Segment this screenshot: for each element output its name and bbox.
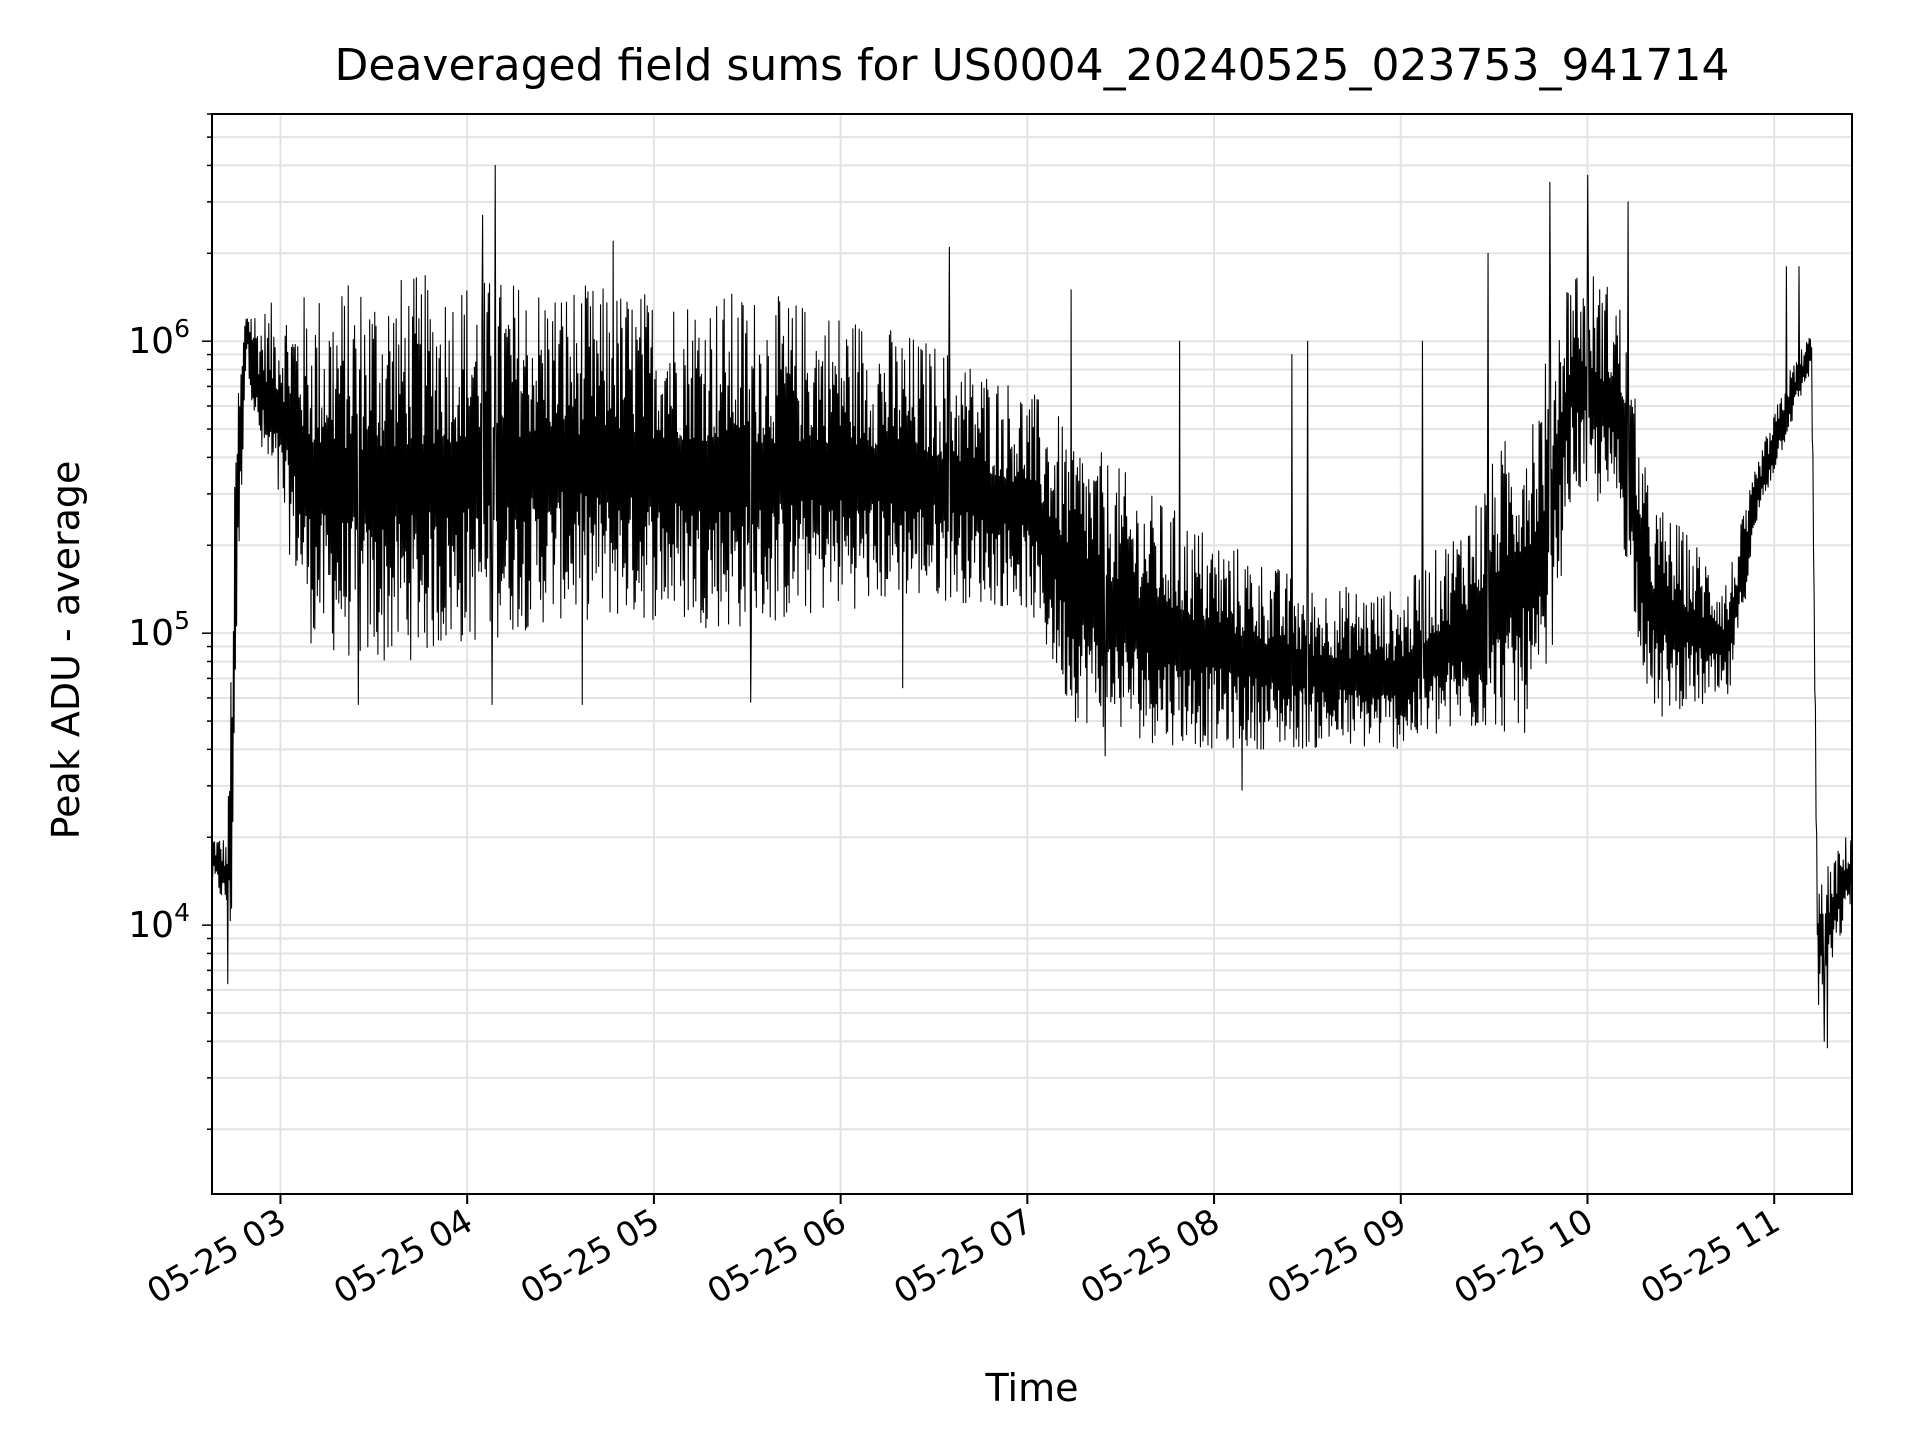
x-axis-label: Time: [985, 1366, 1079, 1410]
chart-title: Deaveraged field sums for US0004_2024052…: [334, 40, 1730, 91]
y-tick-label: 105: [128, 606, 190, 654]
series-path: [211, 164, 1853, 1049]
series-line: [211, 164, 1853, 1049]
y-tick-label: 106: [128, 314, 190, 362]
plot-area-frame: [211, 113, 1853, 1195]
y-axis-ticks: 104 105 106: [128, 314, 190, 946]
y-axis-label: Peak ADU - average: [44, 460, 88, 840]
y-tick-label: 104: [128, 898, 190, 946]
